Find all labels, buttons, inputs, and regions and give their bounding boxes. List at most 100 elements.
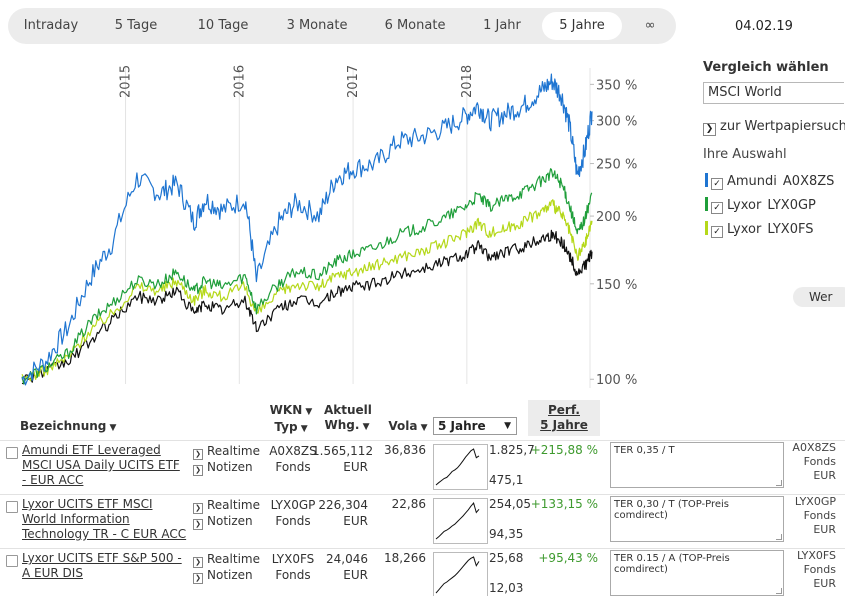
vola-cell: 36,836 xyxy=(384,443,426,457)
realtime-action[interactable]: ❯ Realtime xyxy=(193,444,260,460)
realtime-action[interactable]: ❯ Realtime xyxy=(193,552,260,568)
selection-checkbox[interactable]: ✓ xyxy=(711,178,723,190)
col-kurs-header[interactable]: Aktuell Whg. ▼ xyxy=(324,403,372,432)
selection-item-amundi: ✓ Amundi A0X8ZS xyxy=(705,173,835,190)
wkn-cell: LYX0FS Fonds xyxy=(271,552,315,582)
table-row: Lyxor UCITS ETF MSCI World Information T… xyxy=(0,494,845,548)
series-line xyxy=(21,73,593,386)
performance-cell: +215,88 % xyxy=(530,443,598,457)
wkn-cell: LYX0GP Fonds xyxy=(270,498,316,528)
vola-cell: 18,266 xyxy=(384,551,426,565)
arrow-right-icon: ❯ xyxy=(703,123,716,136)
tab-10-tage[interactable]: 10 Tage xyxy=(197,18,249,33)
notizen-action[interactable]: ❯ Notizen xyxy=(193,514,253,530)
row-checkbox[interactable] xyxy=(6,555,18,567)
col-perf-header[interactable]: Perf. 5 Jahre xyxy=(540,403,588,432)
note-textarea[interactable]: TER 0,35 / T xyxy=(610,442,784,488)
arrow-right-icon: ❯ xyxy=(193,465,203,476)
period-select[interactable]: 5 Jahre ▼ xyxy=(433,417,517,435)
sparkline xyxy=(433,498,488,544)
x-tick-label: 2015 xyxy=(119,65,134,98)
dropdown-arrow-icon: ▼ xyxy=(504,421,511,431)
resize-grip-icon[interactable] xyxy=(776,588,782,594)
arrow-right-icon: ❯ xyxy=(193,449,203,460)
notizen-action[interactable]: ❯ Notizen xyxy=(193,460,253,476)
y-tick-label: 200 % xyxy=(596,210,637,225)
tab-3-monate[interactable]: 3 Monate xyxy=(286,18,348,33)
y-tick-label: 350 % xyxy=(596,78,637,93)
selection-item-wkn: A0X8ZS xyxy=(782,174,835,189)
sparkline xyxy=(433,444,488,490)
selection-item-lyxor-fs: ✓ Lyxor LYX0FS xyxy=(705,221,814,238)
compare-title: Vergleich wählen xyxy=(703,60,829,75)
performance-chart: 2015 2016 2017 2018 350 % 300 % 250 % 200 % 150 … xyxy=(0,50,700,395)
performance-cell: +95,43 % xyxy=(538,551,598,565)
selection-item-wkn: LYX0FS xyxy=(767,222,814,237)
tab-1-jahr[interactable]: 1 Jahr xyxy=(483,18,521,33)
sparkline-min: 12,03 xyxy=(489,581,524,595)
series-color-marker xyxy=(705,173,708,187)
tab-5-tage[interactable]: 5 Tage xyxy=(114,18,158,33)
arrow-right-icon: ❯ xyxy=(193,573,203,584)
series-line xyxy=(21,229,593,385)
y-tick-label: 100 % xyxy=(596,373,637,388)
selection-item-lyxor-gp: ✓ Lyxor LYX0GP xyxy=(705,197,816,214)
range-tab-bar: Intraday 5 Tage 10 Tage 3 Monate 6 Monat… xyxy=(8,8,676,44)
series-color-marker xyxy=(705,197,708,211)
series-color-marker xyxy=(705,221,708,235)
series-line xyxy=(21,168,593,385)
selection-title: Ihre Auswahl xyxy=(703,147,787,162)
table-row: Lyxor UCITS ETF S&P 500 - A EUR DIS ❯ Real… xyxy=(0,548,845,596)
note-textarea[interactable]: TER 0.15 / A (TOP-Preis comdirect) xyxy=(610,550,784,596)
sparkline-line xyxy=(435,501,480,540)
selection-checkbox[interactable]: ✓ xyxy=(711,202,723,214)
sparkline xyxy=(433,552,488,596)
y-tick-label: 250 % xyxy=(596,158,637,173)
x-tick-label: 2017 xyxy=(346,65,361,98)
sparkline-max: 25,68 xyxy=(489,551,524,565)
y-tick-label: 300 % xyxy=(596,115,637,130)
row-checkbox[interactable] xyxy=(6,501,18,513)
sparkline-line xyxy=(435,448,480,486)
tab-6-monate[interactable]: 6 Monate xyxy=(384,18,446,33)
tab-intraday[interactable]: Intraday xyxy=(23,18,79,33)
tab-max[interactable]: ∞ xyxy=(644,18,656,33)
instrument-name-link[interactable]: Lyxor UCITS ETF MSCI World Information T… xyxy=(22,497,187,541)
tab-5-jahre[interactable]: 5 Jahre xyxy=(542,12,622,40)
y-tick-label: 150 % xyxy=(596,278,637,293)
resize-grip-icon[interactable] xyxy=(776,480,782,486)
sparkline-max: 254,05 xyxy=(489,497,531,511)
price-cell: 1.565,112 EUR xyxy=(312,444,374,474)
col-vola-header[interactable]: Vola ▼ xyxy=(388,419,428,433)
note-textarea[interactable]: TER 0,30 / T (TOP-Preis comdirect) xyxy=(610,496,784,542)
selection-item-wkn: LYX0GP xyxy=(767,198,816,213)
security-search-link[interactable]: ❯ zur Wertpapiersuche xyxy=(703,119,845,136)
row-wkn-summary: A0X8ZS Fonds EUR xyxy=(792,441,836,482)
search-link-label: zur Wertpapiersuche xyxy=(720,119,845,134)
col-wkn-header[interactable]: WKN ▼ Typ ▼ xyxy=(269,403,313,434)
instrument-name-link[interactable]: Lyxor UCITS ETF S&P 500 - A EUR DIS xyxy=(22,551,182,580)
row-checkbox[interactable] xyxy=(6,447,18,459)
selection-checkbox[interactable]: ✓ xyxy=(711,226,723,238)
notizen-action[interactable]: ❯ Notizen xyxy=(193,568,253,584)
compare-input[interactable]: MSCI World xyxy=(703,82,844,104)
realtime-action[interactable]: ❯ Realtime xyxy=(193,498,260,514)
sparkline-max: 1.825,7 xyxy=(489,443,535,457)
vola-cell: 22,86 xyxy=(391,497,426,511)
sparkline-min: 475,1 xyxy=(489,473,524,487)
table-row: Amundi ETF Leveraged MSCI USA Daily UCIT… xyxy=(0,440,845,494)
arrow-right-icon: ❯ xyxy=(193,503,203,514)
col-name-header[interactable]: Bezeichnung ▼ xyxy=(20,419,117,433)
price-cell: 24,046 EUR xyxy=(326,552,368,582)
arrow-right-icon: ❯ xyxy=(193,519,203,530)
series-line xyxy=(21,199,593,382)
performance-cell: +133,15 % xyxy=(530,497,598,511)
selection-item-name: Lyxor xyxy=(727,198,762,213)
resize-grip-icon[interactable] xyxy=(776,534,782,540)
arrow-right-icon: ❯ xyxy=(193,557,203,568)
date-label: 04.02.19 xyxy=(735,19,793,34)
wkn-cell: A0X8ZS Fonds xyxy=(269,444,317,474)
price-cell: 226,304 EUR xyxy=(318,498,368,528)
wer-button[interactable]: Wer xyxy=(793,287,845,307)
instrument-name-link[interactable]: Amundi ETF Leveraged MSCI USA Daily UCIT… xyxy=(22,443,180,487)
